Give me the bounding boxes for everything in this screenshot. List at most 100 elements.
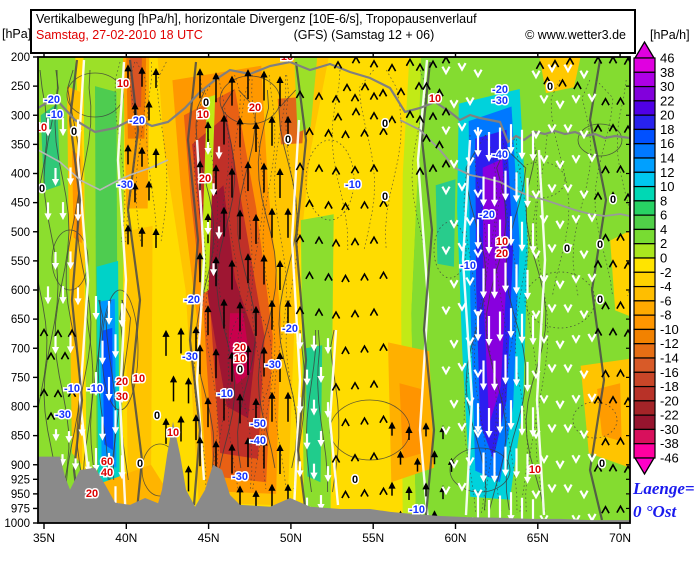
- svg-text:-10: -10: [64, 383, 80, 395]
- svg-text:0: 0: [660, 251, 667, 266]
- svg-text:-12: -12: [660, 336, 679, 351]
- svg-text:-30: -30: [660, 422, 679, 437]
- svg-text:35N: 35N: [33, 531, 55, 545]
- svg-text:-46: -46: [660, 451, 679, 466]
- svg-text:-38: -38: [660, 436, 679, 451]
- svg-text:-10: -10: [47, 109, 63, 121]
- svg-text:20: 20: [234, 342, 246, 354]
- svg-text:550: 550: [11, 256, 30, 268]
- svg-text:-30: -30: [232, 471, 248, 483]
- svg-text:-10: -10: [460, 260, 476, 272]
- svg-text:8: 8: [660, 193, 667, 208]
- svg-text:70N: 70N: [609, 531, 631, 545]
- svg-text:60N: 60N: [444, 531, 466, 545]
- svg-text:-30: -30: [55, 409, 71, 421]
- svg-text:10: 10: [35, 122, 47, 134]
- svg-text:0: 0: [547, 81, 553, 93]
- svg-text:10: 10: [429, 93, 441, 105]
- svg-text:1000: 1000: [4, 518, 30, 530]
- svg-text:400: 400: [11, 169, 30, 181]
- svg-text:300: 300: [11, 110, 30, 122]
- svg-text:-22: -22: [660, 408, 679, 423]
- svg-text:450: 450: [11, 198, 30, 210]
- svg-text:950: 950: [11, 489, 30, 501]
- svg-text:0: 0: [610, 194, 616, 206]
- model-run-info: (GFS) (Samstag 12 + 06): [293, 28, 435, 42]
- copyright: © www.wetter3.de: [525, 28, 626, 42]
- svg-text:22: 22: [660, 93, 674, 108]
- svg-text:-20: -20: [660, 393, 679, 408]
- svg-text:-50: -50: [250, 418, 266, 430]
- svg-text:0: 0: [382, 118, 388, 130]
- svg-text:-8: -8: [660, 308, 672, 323]
- svg-text:4: 4: [660, 222, 667, 237]
- svg-text:-30: -30: [182, 351, 198, 363]
- svg-text:-10: -10: [345, 179, 361, 191]
- svg-text:10: 10: [496, 236, 508, 248]
- valid-datetime: Samstag, 27-02-2010 18 UTC: [36, 28, 203, 42]
- svg-text:6: 6: [660, 208, 667, 223]
- svg-text:-10: -10: [409, 504, 425, 516]
- svg-text:16: 16: [660, 136, 674, 151]
- svg-text:10: 10: [234, 353, 246, 365]
- svg-text:-10: -10: [87, 383, 103, 395]
- svg-text:38: 38: [660, 65, 674, 80]
- svg-text:50N: 50N: [280, 531, 302, 545]
- svg-text:200: 200: [11, 52, 30, 64]
- svg-text:12: 12: [660, 165, 674, 180]
- svg-text:10: 10: [529, 464, 541, 476]
- svg-text:40: 40: [101, 467, 113, 479]
- longitude-label: Laenge= 0 °Ost: [633, 477, 695, 523]
- svg-text:0: 0: [285, 134, 291, 146]
- svg-text:0: 0: [597, 294, 603, 306]
- svg-text:18: 18: [660, 122, 674, 137]
- chart-subtitle-row: Samstag, 27-02-2010 18 UTC (GFS) (Samsta…: [36, 28, 630, 42]
- svg-text:-4: -4: [660, 279, 672, 294]
- svg-text:0: 0: [382, 191, 388, 203]
- svg-text:750: 750: [11, 372, 30, 384]
- svg-text:20: 20: [660, 108, 674, 123]
- svg-text:0: 0: [597, 239, 603, 251]
- svg-text:0: 0: [599, 458, 605, 470]
- longitude-label-line2: 0 °Ost: [633, 502, 677, 521]
- svg-text:-40: -40: [492, 149, 508, 161]
- title-box: Vertikalbewegung [hPa/h], horizontale Di…: [30, 9, 636, 54]
- svg-text:20: 20: [116, 376, 128, 388]
- svg-text:2: 2: [660, 236, 667, 251]
- svg-text:850: 850: [11, 431, 30, 443]
- svg-text:925: 925: [11, 474, 30, 486]
- svg-text:-6: -6: [660, 293, 672, 308]
- svg-text:30: 30: [660, 79, 674, 94]
- svg-text:-14: -14: [660, 351, 679, 366]
- svg-text:10: 10: [660, 179, 674, 194]
- svg-text:-40: -40: [250, 435, 266, 447]
- svg-text:10: 10: [133, 373, 145, 385]
- svg-text:-20: -20: [282, 323, 298, 335]
- y-axis-unit-label: [hPa]: [2, 27, 32, 41]
- svg-text:0: 0: [564, 243, 570, 255]
- svg-text:350: 350: [11, 139, 30, 151]
- chart-title: Vertikalbewegung [hPa/h], horizontale Di…: [36, 12, 477, 26]
- svg-text:14: 14: [660, 151, 674, 166]
- svg-text:650: 650: [11, 314, 30, 326]
- svg-text:-20: -20: [184, 294, 200, 306]
- svg-text:65N: 65N: [527, 531, 549, 545]
- svg-text:0: 0: [154, 410, 160, 422]
- svg-text:20: 20: [86, 488, 98, 500]
- svg-text:-20: -20: [492, 84, 508, 96]
- svg-text:10: 10: [167, 427, 179, 439]
- svg-text:45N: 45N: [198, 531, 220, 545]
- svg-text:46: 46: [660, 51, 674, 66]
- svg-text:-20: -20: [479, 209, 495, 221]
- svg-text:10: 10: [117, 78, 129, 90]
- svg-text:0: 0: [203, 97, 209, 109]
- svg-text:-30: -30: [265, 359, 281, 371]
- svg-text:10: 10: [281, 51, 293, 63]
- svg-text:-30: -30: [492, 95, 508, 107]
- svg-text:975: 975: [11, 503, 30, 515]
- svg-text:0: 0: [352, 474, 358, 486]
- svg-text:20: 20: [199, 173, 211, 185]
- svg-text:30: 30: [116, 391, 128, 403]
